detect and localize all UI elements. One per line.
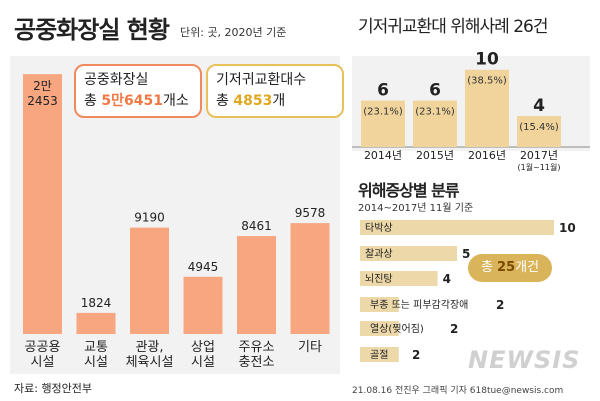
- total-toilets-box: 공중화장실 총 5만6451개소: [74, 64, 202, 118]
- total-diaper-label: 기저귀교환대수: [216, 72, 307, 88]
- bar-value-label: 8461: [241, 219, 272, 233]
- newsis-logo: NEWSIS: [468, 346, 581, 374]
- diaper-incidents-chart: 6 (23.1%) 2014년 6 (23.1%) 2015년 10 (38.5%) 2016년…: [352, 50, 590, 172]
- category-label: 주유소: [239, 340, 275, 355]
- total-toilets-value-line: 총 5만6451개소: [84, 91, 192, 112]
- total-toilets-label: 공중화장실: [84, 72, 149, 88]
- total-diaper-value-line: 총 4853개: [216, 91, 334, 112]
- bar-value-label: 9190: [134, 211, 165, 225]
- bar-value-label: 2453: [27, 94, 58, 108]
- bar-value-label: 10: [475, 50, 499, 70]
- bar: [237, 236, 276, 334]
- badge-prefix: 총: [480, 260, 498, 275]
- category-label: 시설: [31, 355, 55, 370]
- bar-value-label: 4: [443, 272, 451, 286]
- bar-value-label: 1824: [81, 296, 112, 310]
- bar: [360, 347, 399, 362]
- percent-label: (38.5%): [467, 76, 507, 87]
- bar-value-label: 2: [412, 348, 420, 362]
- bar-value-label: 2: [450, 322, 458, 336]
- bar: [517, 116, 561, 147]
- bar: [465, 69, 509, 147]
- percent-label: (23.1%): [415, 107, 455, 118]
- bar-value-label: 9578: [295, 206, 326, 220]
- bar-value-label: 5: [462, 247, 470, 261]
- bar: [360, 321, 399, 336]
- bar: [183, 276, 223, 334]
- bar-value-label: 2만: [33, 79, 52, 93]
- category-label: 골절: [370, 348, 388, 361]
- total-diaper-prefix: 총: [216, 93, 234, 109]
- category-label: 체육시설: [126, 355, 174, 370]
- diaper-incidents-title: 기저귀교환대 위해사례 26건: [358, 17, 548, 37]
- credit-line: 21.08.16 전진우 그래픽 기자 618tue@newsis.com: [352, 386, 564, 396]
- category-label: 부종 또는 피부감각장애: [370, 299, 468, 311]
- source-text: 자료: 행정안전부: [14, 382, 93, 395]
- bar: [130, 227, 169, 334]
- year-label: (1월~11월): [518, 162, 561, 172]
- bar: [361, 100, 405, 147]
- year-label: 2017년: [520, 149, 558, 162]
- year-label: 2016년: [468, 149, 506, 162]
- bar: [360, 246, 457, 261]
- year-label: 2014년: [364, 149, 402, 162]
- total-toilets-prefix: 총: [84, 93, 102, 109]
- bar-value-label: 4: [533, 96, 545, 116]
- category-label: 충전소: [239, 355, 275, 370]
- percent-label: (23.1%): [363, 107, 403, 118]
- page-title: 공중화장실 현황: [14, 16, 170, 44]
- bar-value-label: 2: [496, 298, 504, 312]
- bar: [413, 100, 457, 147]
- category-label: 기타: [298, 340, 322, 355]
- category-label: 뇌진탕: [365, 273, 393, 285]
- toilet-bar-chart: 2만2453공공용시설1824교통시설9190관광,체육시설4945상업시설84…: [23, 74, 330, 370]
- category-label: 공공용: [25, 340, 61, 355]
- category-label: 시설: [191, 355, 215, 370]
- category-label: 상업: [191, 340, 215, 355]
- bar-value-label: 6: [429, 81, 441, 101]
- category-label: 타박상: [365, 222, 393, 234]
- bar-value-label: 6: [377, 81, 389, 101]
- source-note: 자료: 행정안전부: [14, 380, 92, 396]
- bar: [76, 312, 116, 334]
- badge-suffix: 개건: [515, 260, 540, 275]
- total-diaper-suffix: 개: [272, 93, 286, 109]
- symptom-bar-chart: 타박상 10 찰과상 5 뇌진탕 4 부종 또는 피부감각장애 2 열상(찢어짐) 2 골절 2: [360, 220, 576, 362]
- category-label: 열상(찢어짐): [370, 323, 424, 335]
- total-badge: 총 25개건: [468, 254, 552, 282]
- year-label: 2015년: [416, 149, 454, 162]
- bar: [360, 297, 399, 312]
- category-label: 관광,: [135, 340, 163, 355]
- category-label: 찰과상: [365, 248, 393, 260]
- percent-label: (15.4%): [519, 122, 559, 133]
- unit-note: 단위: 곳, 2020년 기준: [180, 26, 287, 39]
- bar: [290, 223, 330, 334]
- badge-value: 25: [497, 260, 516, 275]
- bar-value-label: 4945: [188, 260, 219, 274]
- total-toilets-suffix: 개소: [162, 93, 189, 109]
- bar: [23, 74, 62, 334]
- category-label: 시설: [84, 355, 108, 370]
- total-diaper-value: 4853: [233, 93, 273, 109]
- category-label: 교통: [84, 340, 108, 355]
- symptom-title: 위해증상별 분류: [358, 181, 460, 200]
- total-diaper-box: 기저귀교환대수 총 4853개: [206, 64, 344, 118]
- bar: [360, 220, 554, 235]
- total-toilets-value: 5만6451: [101, 93, 163, 109]
- symptom-subtitle: 2014~2017년 11월 기준: [358, 203, 474, 214]
- bar-value-label: 10: [559, 221, 576, 235]
- bar: [360, 271, 438, 286]
